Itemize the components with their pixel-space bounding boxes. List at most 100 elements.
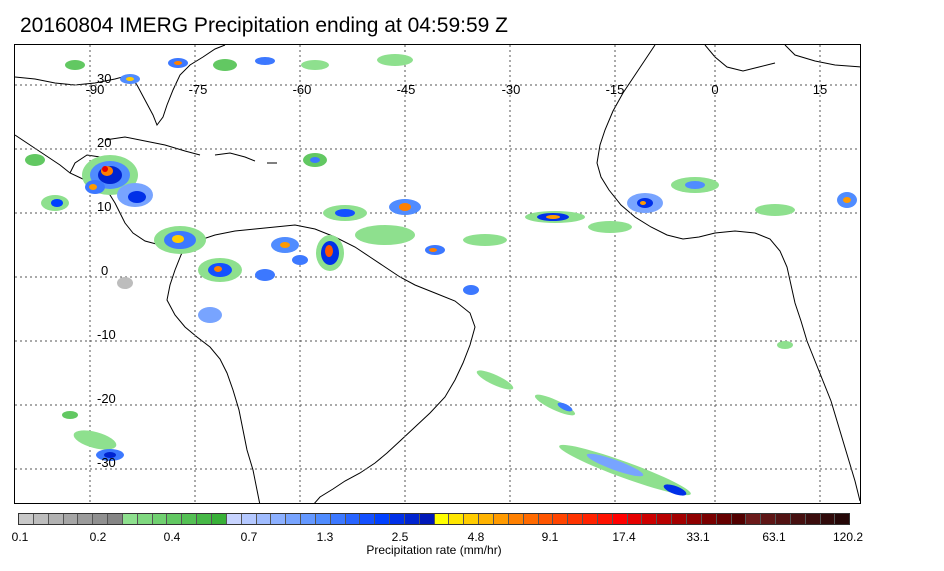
graticule	[15, 45, 860, 503]
latitude-labels: 30 20 10 0 -10 -20 -30	[97, 71, 116, 470]
colorbar-swatch	[464, 514, 480, 524]
colorbar-swatch	[672, 514, 687, 524]
lat-label-0: 0	[101, 263, 108, 278]
coastline-south-america	[186, 224, 476, 503]
lon-label-minus-45: -45	[397, 82, 416, 97]
colorbar-swatch	[63, 514, 79, 524]
colorbar-swatch	[731, 514, 747, 524]
colorbar-tick-label: 2.5	[391, 530, 409, 544]
coastlines	[15, 45, 860, 503]
lat-label-30: 30	[97, 71, 111, 86]
lat-label-minus-10: -10	[97, 327, 116, 342]
colorbar-swatch	[93, 514, 109, 524]
colorbar-tick-label: 4.8	[467, 530, 485, 544]
colorbar-swatch	[404, 514, 420, 524]
colorbar-swatch	[256, 514, 272, 524]
colorbar-swatch	[419, 514, 435, 524]
colorbar-tick-label: 1.3	[316, 530, 334, 544]
colorbar-swatch	[494, 514, 509, 524]
colorbar-swatch	[315, 514, 331, 524]
colorbar-swatch	[642, 514, 658, 524]
longitude-labels: -90 -75 -60 -45 -30 -15 0 15	[86, 82, 828, 97]
lon-label-minus-90: -90	[86, 82, 105, 97]
colorbar-tick-label: 9.1	[541, 530, 559, 544]
colorbar-swatch	[583, 514, 598, 524]
lon-label-minus-15: -15	[606, 82, 625, 97]
colorbar-swatch	[538, 514, 554, 524]
colorbar-swatch	[375, 514, 391, 524]
colorbar-swatch	[33, 514, 49, 524]
colorbar-swatch	[197, 514, 212, 524]
colorbar-tick-label: 0.2	[89, 530, 107, 544]
coastline-south-america-west	[166, 242, 261, 503]
colorbar-swatch	[286, 514, 302, 524]
colorbar-swatch	[716, 514, 732, 524]
colorbar-swatch	[479, 514, 494, 524]
colorbar-swatch	[835, 514, 850, 524]
colorbar-swatch	[301, 514, 316, 524]
colorbar-swatch	[523, 514, 539, 524]
colorbar-swatch	[627, 514, 643, 524]
colorbar-swatch	[122, 514, 138, 524]
lat-label-10: 10	[97, 199, 111, 214]
lat-label-20: 20	[97, 135, 111, 150]
colorbar-swatch	[48, 514, 64, 524]
colorbar-swatch	[449, 514, 465, 524]
colorbar-swatch	[508, 514, 524, 524]
colorbar-swatch	[597, 514, 613, 524]
lon-label-minus-30: -30	[502, 82, 521, 97]
lon-label-0: 0	[711, 82, 718, 97]
map-svg: 30 20 10 0 -10 -20 -30 -90 -75 -60 -45 -…	[15, 45, 860, 503]
lon-label-minus-75: -75	[189, 82, 208, 97]
colorbar-swatch	[137, 514, 153, 524]
colorbar-swatch	[761, 514, 777, 524]
lat-label-minus-30: -30	[97, 455, 116, 470]
colorbar-swatch	[226, 514, 242, 524]
colorbar-swatch	[152, 514, 168, 524]
coastline-hispaniola	[214, 152, 256, 162]
colorbar-swatch	[345, 514, 361, 524]
colorbar-swatch	[657, 514, 673, 524]
colorbar-swatch	[330, 514, 346, 524]
colorbar-tick-label: 120.2	[832, 530, 864, 544]
colorbar-tick-label: 17.4	[612, 530, 636, 544]
colorbar-swatch	[612, 514, 628, 524]
coastline-africa-west	[596, 45, 860, 502]
colorbar-swatch	[360, 514, 376, 524]
colorbar-tick-label: 0.7	[240, 530, 258, 544]
colorbar-swatch	[805, 514, 821, 524]
colorbar-swatch	[211, 514, 227, 524]
colorbar-swatch	[19, 514, 34, 524]
colorbar-tick-label: 33.1	[686, 530, 710, 544]
precipitation-field	[25, 54, 857, 496]
colorbar-swatch	[776, 514, 791, 524]
page-title: 20160804 IMERG Precipitation ending at 0…	[20, 14, 508, 37]
colorbar-swatch	[553, 514, 569, 524]
colorbar-swatch	[434, 514, 450, 524]
lat-label-minus-20: -20	[97, 391, 116, 406]
colorbar-swatch	[790, 514, 806, 524]
colorbar-swatch	[241, 514, 257, 524]
colorbar-tick-label: 0.4	[163, 530, 181, 544]
lon-label-minus-60: -60	[293, 82, 312, 97]
colorbar-swatch	[686, 514, 702, 524]
colorbar-swatch	[390, 514, 405, 524]
coastline-north-africa	[784, 45, 860, 68]
coastline-cuba	[104, 136, 201, 156]
colorbar-swatch	[182, 514, 198, 524]
coastline-iberia	[704, 45, 776, 72]
coastline-gulf-mexico	[15, 134, 188, 248]
colorbar-tick-label: 0.1	[11, 530, 29, 544]
lon-label-15: 15	[813, 82, 827, 97]
colorbar-swatch	[78, 514, 94, 524]
colorbar-swatch	[701, 514, 717, 524]
colorbar	[18, 513, 850, 525]
colorbar-title: Precipitation rate (mm/hr)	[366, 543, 502, 557]
colorbar-tick-label: 63.1	[762, 530, 786, 544]
colorbar-swatch	[568, 514, 584, 524]
colorbar-swatch	[820, 514, 836, 524]
colorbar-swatch	[108, 514, 123, 524]
precipitation-map[interactable]: 30 20 10 0 -10 -20 -30 -90 -75 -60 -45 -…	[14, 44, 861, 504]
colorbar-swatch	[746, 514, 762, 524]
colorbar-swatch	[167, 514, 183, 524]
